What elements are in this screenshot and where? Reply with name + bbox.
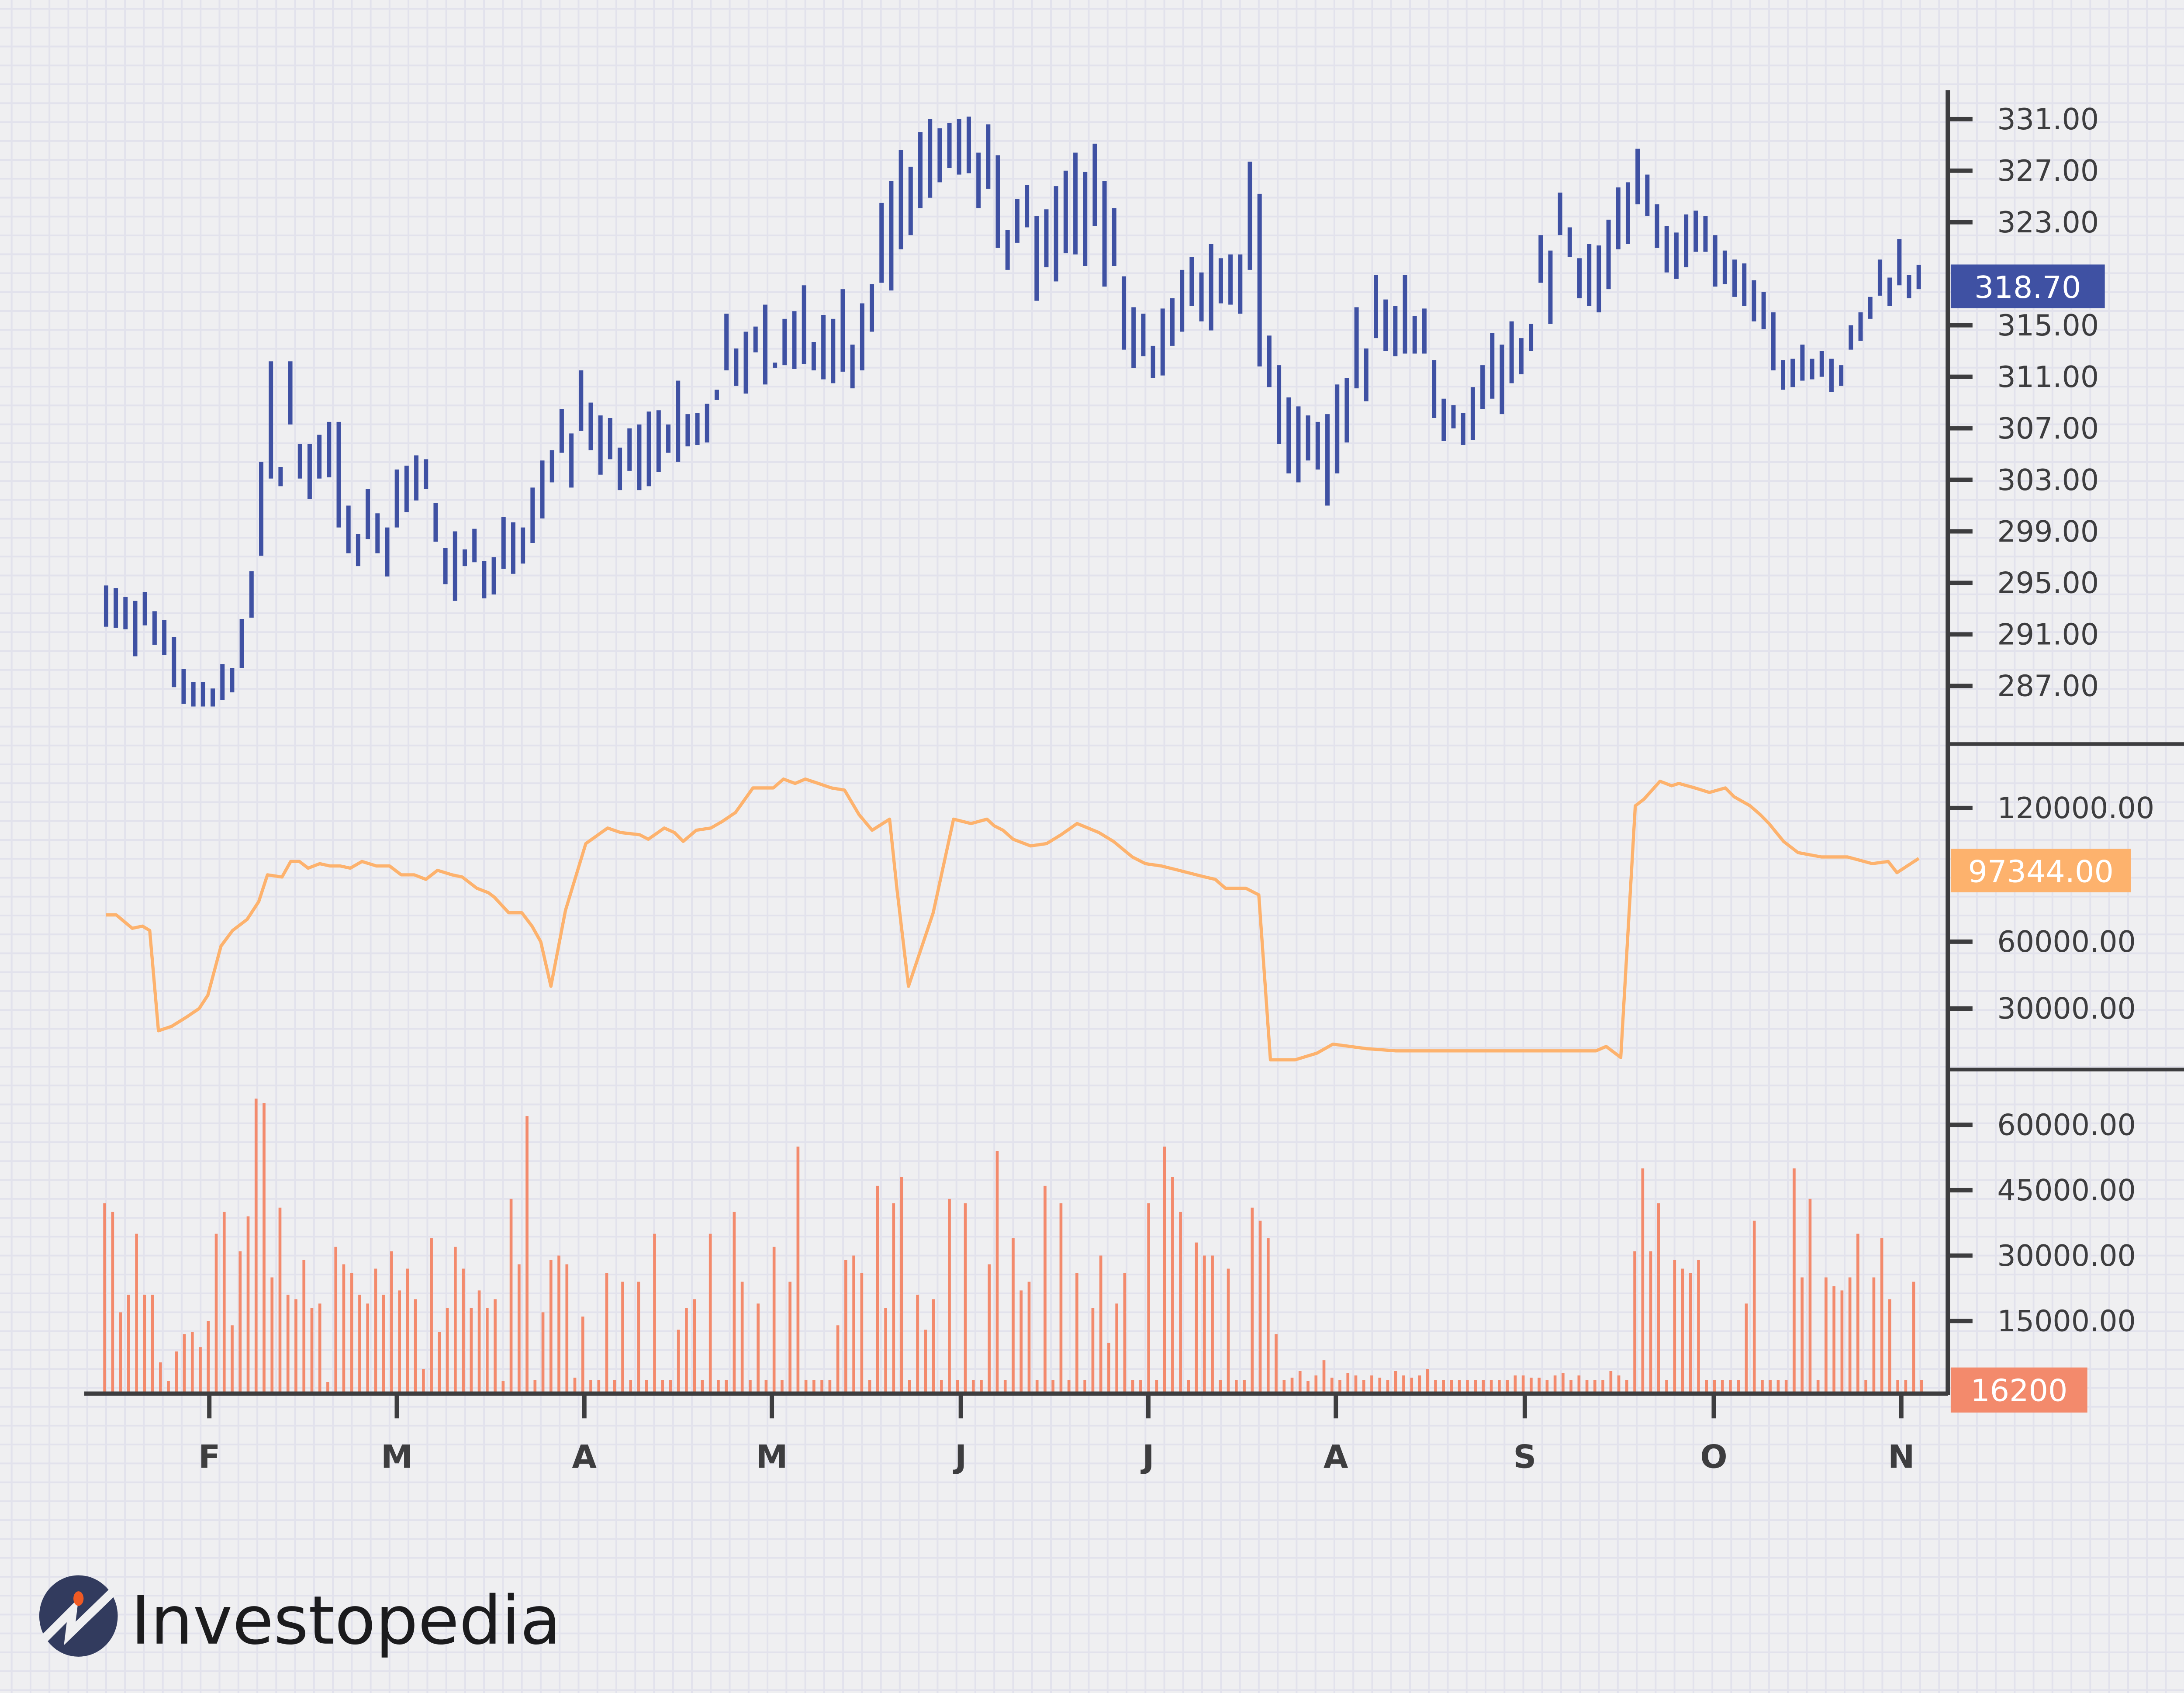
price-axis-ticks: 331.00 327.00 323.00 315.00 311.00 307.00 303.… bbox=[1948, 102, 2099, 703]
volume-last-value-badge: 16200 bbox=[1950, 1367, 2087, 1413]
investopedia-logo-icon bbox=[38, 1575, 120, 1657]
month-label: F bbox=[198, 1438, 220, 1475]
y-tick-label: 60000.00 bbox=[1997, 925, 2136, 959]
y-tick-label: 307.00 bbox=[1997, 411, 2099, 446]
y-tick-label: 45000.00 bbox=[1997, 1173, 2136, 1207]
y-tick-label: 331.00 bbox=[1997, 102, 2099, 136]
y-tick-label: 327.00 bbox=[1997, 154, 2099, 188]
y-tick-label: 30000.00 bbox=[1997, 1239, 2136, 1273]
volume-bars bbox=[103, 1099, 1923, 1392]
y-tick-label: 291.00 bbox=[1997, 618, 2099, 652]
indicator-axis-ticks: 120000.00 60000.00 30000.00 bbox=[1948, 791, 2154, 1026]
y-tick-label: 287.00 bbox=[1997, 669, 2099, 703]
y-tick-label: 303.00 bbox=[1997, 463, 2099, 497]
month-label: N bbox=[1888, 1438, 1914, 1475]
y-tick-label: 30000.00 bbox=[1997, 992, 2136, 1026]
indicator-last-value-badge: 97344.00 bbox=[1950, 848, 2131, 892]
volume-axis-ticks: 60000.00 45000.00 30000.00 15000.00 bbox=[1948, 1108, 2136, 1338]
y-tick-label: 315.00 bbox=[1997, 308, 2099, 342]
y-tick-label: 120000.00 bbox=[1997, 791, 2154, 825]
y-tick-label: 299.00 bbox=[1997, 515, 2099, 549]
month-label: A bbox=[572, 1438, 597, 1475]
y-tick-label: 311.00 bbox=[1997, 360, 2099, 394]
month-label: J bbox=[953, 1438, 967, 1475]
month-label: S bbox=[1514, 1438, 1537, 1475]
month-label: M bbox=[381, 1438, 413, 1475]
y-tick-label: 295.00 bbox=[1997, 566, 2099, 600]
y-tick-label: 15000.00 bbox=[1997, 1304, 2136, 1338]
indicator-line bbox=[106, 777, 1920, 1062]
brand-name: Investopedia bbox=[131, 1582, 561, 1660]
volume-badge-text: 16200 bbox=[1970, 1373, 2067, 1408]
y-tick-label: 60000.00 bbox=[1997, 1108, 2136, 1142]
price-badge-text: 318.70 bbox=[1974, 270, 2081, 305]
indicator-badge-text: 97344.00 bbox=[1968, 854, 2114, 890]
investopedia-logo: Investopedia bbox=[38, 1575, 561, 1660]
month-label: A bbox=[1324, 1438, 1348, 1475]
price-last-value-badge: 318.70 bbox=[1950, 264, 2105, 308]
month-label: O bbox=[1700, 1438, 1727, 1475]
month-label: J bbox=[1140, 1438, 1154, 1475]
price-bars bbox=[104, 116, 1921, 707]
y-tick-label: 323.00 bbox=[1997, 205, 2099, 239]
month-label: M bbox=[756, 1438, 788, 1475]
